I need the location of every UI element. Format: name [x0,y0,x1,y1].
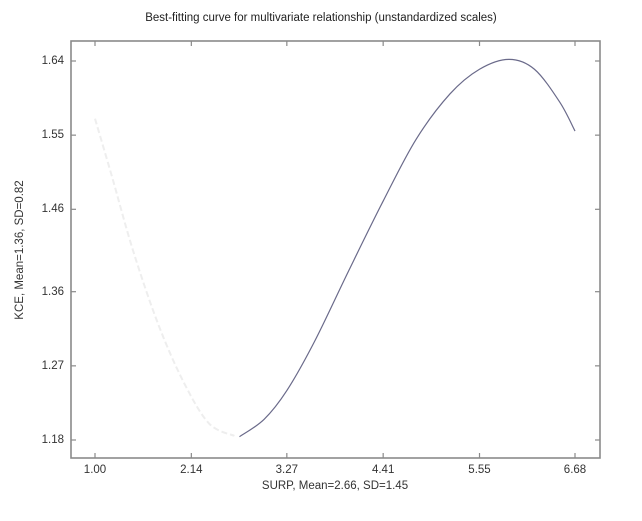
axes-frame [70,40,601,459]
y-tick-label: 1.64 [41,55,64,67]
y-tick-label: 1.18 [41,434,64,446]
faint-curve-line [94,118,235,437]
axis-ticks [71,41,600,458]
axes-box [70,40,601,459]
fitted-curve-line [239,58,576,438]
x-axis-label: SURP, Mean=2.66, SD=1.45 [261,480,409,492]
y-tick-label: 1.55 [41,129,64,142]
curve-series [94,58,576,438]
x-tick-label: 5.55 [468,464,491,476]
x-tick-label: 6.68 [563,464,587,476]
x-tick-label: 1.00 [83,464,107,476]
y-tick-label: 1.27 [41,359,64,372]
y-tick-label: 1.36 [41,285,64,298]
chart-title: Best-fitting curve for multivariate rela… [145,12,497,24]
y-axis-label: KCE, Mean=1.36, SD=0.82 [14,180,26,320]
x-tick-label: 3.27 [275,464,299,476]
y-tick-label: 1.46 [41,203,64,216]
x-tick-label: 4.41 [371,464,395,476]
x-tick-label: 2.14 [180,464,203,476]
